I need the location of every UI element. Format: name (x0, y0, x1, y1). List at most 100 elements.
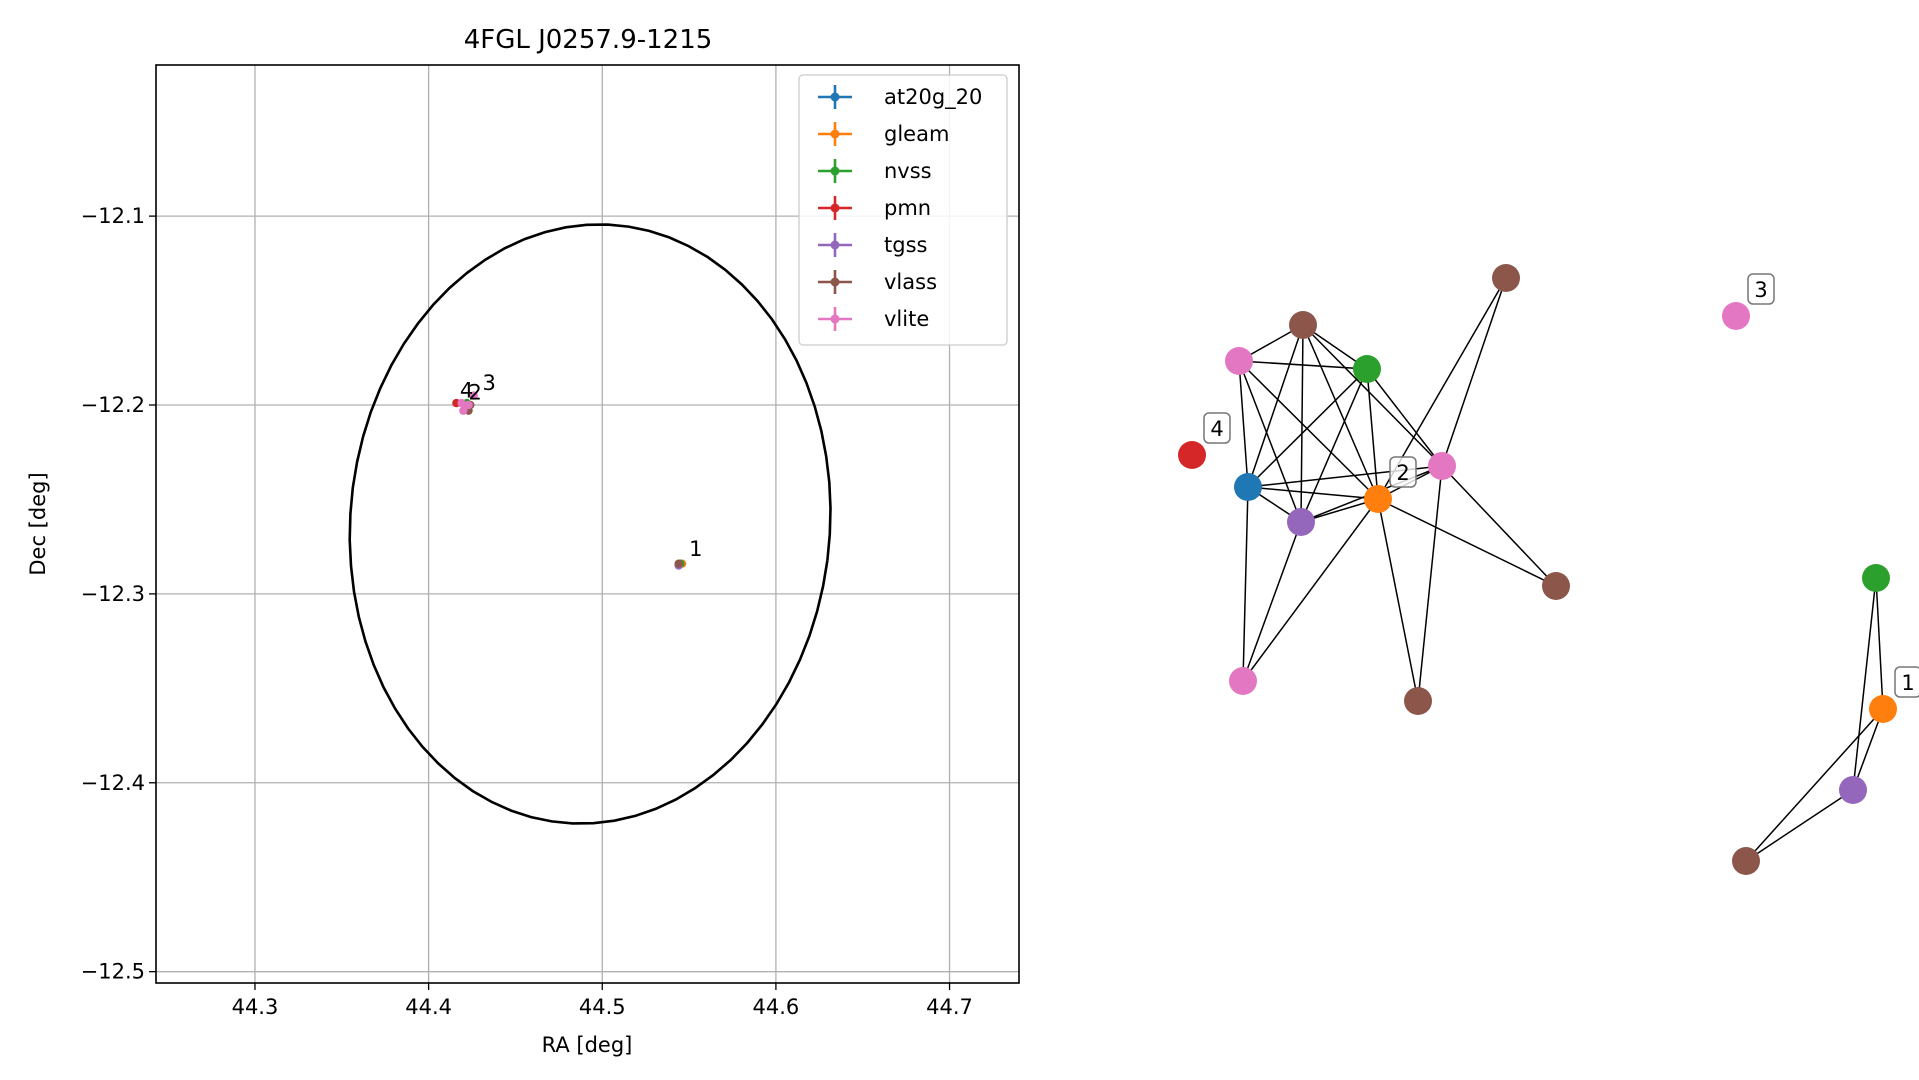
node-label-2: 2 (1389, 456, 1417, 488)
x-tick-label: 44.5 (579, 995, 626, 1019)
network-edge (1238, 360, 1379, 500)
node-vlass (1289, 311, 1317, 339)
y-axis-ticks: −12.1 −12.2 −12.3 −12.4 −12.5 (81, 204, 156, 984)
node-vlite (1722, 302, 1750, 330)
network-edge (1242, 486, 1249, 682)
legend-label: nvss (884, 159, 932, 183)
node-label-box (1894, 666, 1919, 698)
localization-ellipse (348, 223, 832, 825)
network-nodes (1178, 264, 1897, 875)
network-edge (1242, 521, 1302, 682)
legend-entry-nvss: nvss (818, 159, 932, 183)
network-edge (1238, 360, 1249, 488)
point-vlass (674, 559, 683, 568)
node-tgss (1839, 776, 1867, 804)
source-points (452, 391, 687, 570)
annotation-3: 3 (482, 371, 495, 395)
legend-marker-dot (830, 240, 840, 250)
source-annotations: 1 2 34 (460, 371, 703, 561)
x-tick-label: 44.3 (232, 995, 279, 1019)
node-vlass (1492, 264, 1520, 292)
network-edge (1377, 498, 1419, 702)
grid (156, 65, 1019, 983)
legend-entry-tgss: tgss (818, 233, 927, 257)
network-edge (1441, 465, 1557, 587)
match-network-graph: 4 2 3 1 (1178, 264, 1919, 875)
network-edge (1745, 789, 1854, 862)
x-axis-ticks: 44.3 44.4 44.5 44.6 44.7 (232, 983, 973, 1019)
network-edge (1875, 577, 1884, 710)
legend-marker-dot (830, 203, 840, 213)
sky-position-plot: 4FGL J0257.9-1215 12 34 44.3 44.4 44.5 44.6 4… (26, 25, 1020, 1057)
network-edge (1302, 324, 1379, 500)
annotation-1: 1 (689, 537, 702, 561)
network-edge (1247, 486, 1379, 500)
network-edge (1300, 324, 1304, 523)
network-edge (1366, 368, 1379, 500)
network-edge (1247, 368, 1368, 488)
legend-marker-dot (830, 277, 840, 287)
node-nvss (1353, 355, 1381, 383)
network-edge (1441, 277, 1507, 467)
network-edge (1417, 465, 1443, 702)
y-tick-label: −12.4 (81, 771, 145, 795)
node-pmn (1178, 441, 1206, 469)
legend-marker-dot (830, 129, 840, 139)
ellipse-outline (348, 223, 832, 825)
network-edges (1238, 277, 1884, 862)
y-tick-label: −12.3 (81, 582, 145, 606)
node-labels: 4 2 3 1 (1203, 273, 1919, 698)
node-vlass (1732, 847, 1760, 875)
legend-label: gleam (884, 122, 949, 146)
y-axis-label: Dec [deg] (26, 472, 50, 575)
node-tgss (1287, 508, 1315, 536)
node-label-1: 1 (1894, 666, 1919, 698)
annotation-2: 2 (469, 380, 482, 404)
x-axis-label: RA [deg] (542, 1033, 633, 1057)
x-tick-label: 44.7 (926, 995, 973, 1019)
node-vlite (1225, 347, 1253, 375)
network-edge (1302, 324, 1443, 467)
node-label-box (1747, 273, 1775, 305)
legend-entry-at20g_20: at20g_20 (818, 85, 982, 110)
node-label-box (1203, 412, 1231, 444)
point-vlite (464, 400, 473, 410)
node-label-box (1389, 456, 1417, 488)
point-vlite (457, 398, 466, 408)
axes-frame (155, 64, 1020, 984)
network-edge (1366, 368, 1443, 467)
node-label-text: 1 (1901, 671, 1914, 695)
node-nvss (1862, 564, 1890, 592)
network-edge (1377, 498, 1557, 587)
network-edge (1745, 708, 1884, 862)
node-vlite (1229, 667, 1257, 695)
node-vlite (1428, 452, 1456, 480)
x-tick-label: 44.4 (405, 995, 452, 1019)
point-vlite (459, 406, 468, 415)
legend-label: at20g_20 (884, 85, 982, 110)
x-tick-label: 44.6 (753, 995, 800, 1019)
legend-label: tgss (884, 233, 927, 257)
network-edge (1852, 577, 1877, 791)
legend-entry-vlite: vlite (818, 307, 929, 331)
y-tick-label: −12.1 (81, 204, 145, 228)
legend-entry-gleam: gleam (818, 122, 949, 146)
legend-box (798, 74, 1008, 346)
legend-marker-dot (830, 314, 840, 324)
chart-title: 4FGL J0257.9-1215 (464, 25, 713, 55)
legend-entry-vlass: vlass (818, 270, 937, 294)
network-edge (1852, 708, 1884, 791)
network-edge (1300, 368, 1368, 523)
legend-label: pmn (884, 196, 931, 220)
node-label-3: 3 (1747, 273, 1775, 305)
network-edge (1238, 360, 1302, 523)
y-tick-label: −12.5 (81, 960, 145, 984)
node-label-4: 4 (1203, 412, 1231, 444)
node-label-text: 3 (1754, 278, 1767, 302)
legend-label: vlite (884, 307, 929, 331)
point-vlite (469, 391, 478, 400)
y-tick-label: −12.2 (81, 393, 145, 417)
node-at20g_20 (1234, 473, 1262, 501)
